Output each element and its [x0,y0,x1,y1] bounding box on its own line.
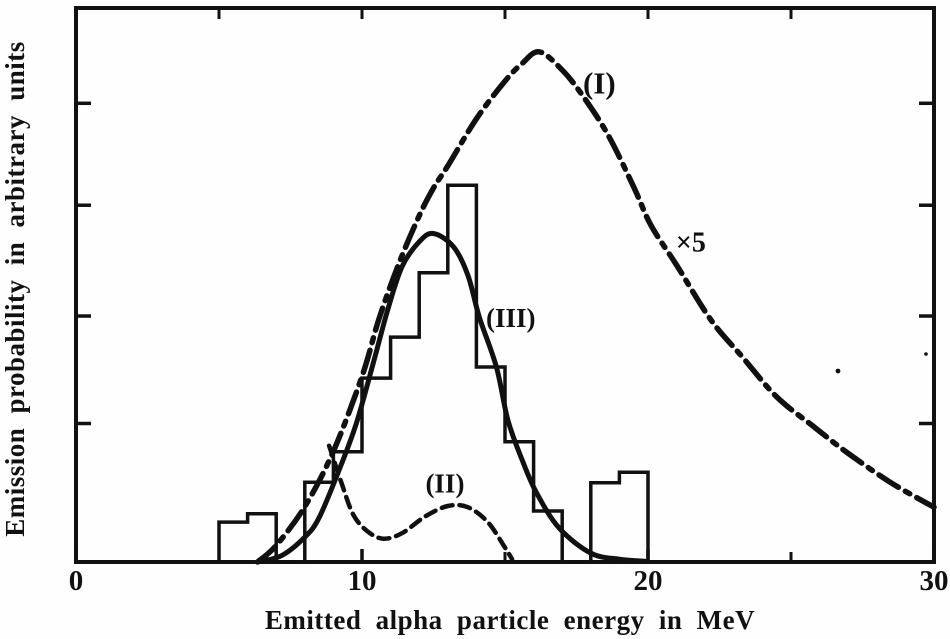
curve-II [326,443,515,562]
label-I: (I) [583,65,616,100]
scan-speckle [835,368,841,374]
label-II: (II) [425,468,464,498]
x-axis-title: Emitted alpha particle energy in MeV [265,605,755,635]
x-tick-label: 30 [920,565,949,597]
scan-speckle [924,352,928,356]
x-tick-label: 20 [634,565,663,597]
label-x5: ×5 [676,227,706,258]
curve-I [254,49,937,565]
plot-area: 0 10 20 30 (I) ×5 (III) (II) [69,6,949,597]
plot-frame [74,6,936,564]
label-III: (III) [486,303,536,333]
x-tick-label: 0 [69,565,84,597]
y-axis-title: Emission probability in arbitrary units [0,41,30,537]
x-tick-label: 10 [348,565,377,597]
curve-III [255,230,651,565]
histogram-steps [217,183,650,564]
